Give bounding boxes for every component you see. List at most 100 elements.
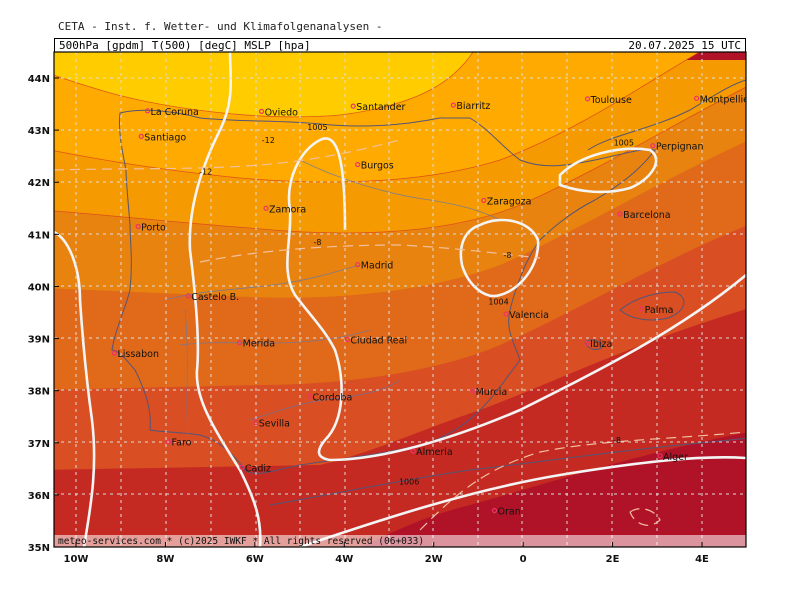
city-ibiza: Ibiza (584, 339, 612, 350)
graticule (54, 52, 746, 547)
city-label: Alger (663, 452, 688, 463)
contour-label: 1005 (307, 123, 327, 132)
city-marker-icon (138, 133, 144, 139)
city-label: Faro (172, 438, 192, 449)
city-santander: Santander (350, 102, 406, 113)
city-almeria: Almeria (410, 447, 453, 458)
city-ciudad-real: Ciudad Real (344, 336, 407, 347)
temp-band-8 (54, 52, 473, 117)
city-marker-icon (355, 161, 361, 168)
city-marker-icon (470, 388, 476, 394)
city-label: Cadiz (245, 463, 271, 474)
city-label: Lissabon (117, 349, 159, 360)
lat-tick-label: 41N (28, 230, 50, 241)
lon-tick-label: 4W (335, 554, 353, 565)
lat-tick-label: 38N (28, 387, 50, 398)
contour-label: -8 (613, 436, 621, 445)
city-label: Montpellier (700, 94, 753, 105)
city-marker-icon (263, 205, 269, 211)
city-marker-icon (355, 261, 361, 268)
city-label: Merida (243, 339, 275, 350)
city-murcia: Murcia (470, 387, 507, 398)
city-lissabon: Lissabon (111, 349, 159, 360)
city-marker-icon (306, 393, 313, 399)
city-label: Madrid (361, 261, 394, 272)
city-label: Toulouse (590, 95, 632, 106)
city-marker-icon (253, 419, 259, 426)
city-label: Palma (645, 305, 674, 316)
contour-labels-layer: 1005 1004 1006 1005 -12 -12 -8 -8 -8 (199, 123, 634, 486)
city-oviedo: Oviedo (258, 107, 299, 118)
city-label: Perpignan (656, 142, 704, 153)
city-label: Santander (356, 102, 405, 113)
city-toulouse: Toulouse (584, 95, 632, 106)
lon-tick-label: 2W (425, 554, 443, 565)
lon-tick-label: 8W (156, 554, 174, 565)
city-faro: Faro (165, 438, 192, 449)
contour-label: -8 (504, 251, 512, 260)
city-marker-icon (135, 223, 141, 230)
city-madrid: Madrid (355, 261, 394, 272)
city-oran: Oran (491, 507, 521, 518)
lon-tick-label: 6W (246, 554, 264, 565)
city-perpignan: Perpignan (650, 142, 704, 153)
city-label: Biarritz (456, 101, 490, 112)
contour-label: 1005 (614, 139, 634, 148)
city-label: Oviedo (265, 107, 299, 118)
city-marker-icon (503, 311, 509, 317)
city-merida: Merida (237, 339, 275, 350)
latitude-axis: 44N 43N 42N 41N 40N 39N 38N 37N 36N 35N (28, 74, 59, 554)
city-marker-icon (237, 340, 243, 346)
city-label: Sevilla (259, 418, 290, 429)
city-label: Zamora (269, 204, 306, 215)
city-biarritz: Biarritz (450, 101, 490, 112)
lat-tick-label: 36N (28, 491, 50, 502)
lon-tick-label: 2E (606, 554, 620, 565)
lat-tick-label: 35N (28, 543, 50, 554)
city-marker-icon (258, 108, 265, 114)
city-label: Cordoba (312, 392, 352, 403)
city-marker-icon (584, 96, 591, 102)
lat-tick-label: 42N (28, 178, 50, 189)
city-marker-icon (239, 464, 245, 470)
city-label: Oran (498, 507, 521, 518)
city-label: Santiago (144, 132, 186, 143)
lat-tick-label: 40N (28, 282, 50, 293)
city-marker-icon (410, 448, 416, 454)
valid-time: 20.07.2025 15 UTC (628, 39, 741, 52)
contour-label: -12 (262, 136, 275, 145)
city-marker-icon (185, 293, 191, 299)
city-marker-icon (491, 507, 498, 514)
lat-tick-label: 39N (28, 335, 50, 346)
city-castelo-b-: Castelo B. (185, 292, 239, 303)
city-marker-icon (481, 197, 487, 204)
city-sevilla: Sevilla (253, 418, 290, 429)
city-zaragoza: Zaragoza (481, 196, 532, 207)
city-label: Barcelona (623, 210, 670, 221)
contour-label: -12 (199, 167, 212, 176)
city-marker-icon (584, 340, 590, 346)
city-marker-icon (450, 102, 456, 108)
lat-tick-label: 44N (28, 74, 50, 85)
cities-layer: La Coruna Oviedo Santander Biarritz Toulouse… (111, 94, 753, 518)
city-marker-icon (639, 306, 645, 312)
city-marker-icon (694, 95, 700, 101)
city-porto: Porto (135, 223, 166, 234)
chart-title: CETA - Inst. f. Wetter- und Klimafolgena… (58, 20, 383, 33)
copyright-footer: meteo-services.com * (c)2025 IWKF * All … (58, 536, 424, 547)
city-label: Ciudad Real (350, 336, 407, 347)
city-label: Ibiza (590, 339, 612, 350)
city-label: Castelo B. (191, 292, 239, 303)
city-zamora: Zamora (263, 204, 306, 215)
city-marker-icon (350, 103, 356, 109)
city-santiago: Santiago (138, 132, 186, 143)
field-description: 500hPa [gpdm] T(500) [degC] MSLP [hpa] (59, 39, 311, 52)
city-valencia: Valencia (503, 310, 549, 321)
lon-tick-label: 0 (520, 554, 527, 565)
city-label: Burgos (361, 161, 394, 172)
contour-label: -8 (313, 238, 321, 247)
contour-label: 1006 (399, 477, 419, 486)
map-frame (53, 51, 747, 548)
city-label: La Coruna (151, 107, 199, 118)
